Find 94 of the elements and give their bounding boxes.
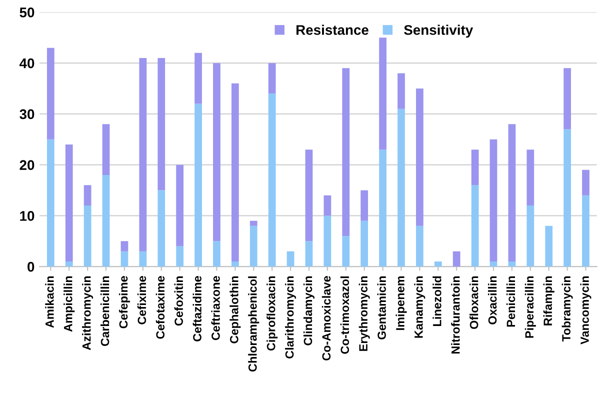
bar [526, 206, 534, 267]
x-tick-label: Cefoxitin [174, 276, 183, 326]
bar [46, 48, 54, 140]
bar [194, 104, 202, 267]
bar [46, 139, 54, 267]
bar [250, 226, 258, 267]
y-tick-label: 30 [20, 109, 34, 120]
bar [582, 170, 590, 196]
y-tick-label: 0 [28, 262, 34, 272]
bar [471, 150, 479, 186]
x-tick-label: Cefixime [137, 276, 146, 324]
x-tick-label: Amikacin [45, 276, 54, 328]
x-tick-label: Oxacillin [488, 276, 497, 324]
bar [305, 150, 313, 242]
bar [490, 139, 498, 262]
bar [176, 246, 184, 267]
y-tick-label: 10 [20, 211, 34, 221]
bar [158, 58, 166, 190]
bar [102, 175, 110, 267]
x-tick-label: Co-Amoxiclave [322, 276, 331, 360]
bar [120, 241, 128, 252]
bar [84, 185, 92, 206]
x-tick-label: Ofloxacin [470, 276, 478, 329]
x-tick-label: Ceftriaxone [211, 276, 220, 340]
x-tick-label: Cefotaxime [156, 276, 165, 339]
y-tick-label: 20 [20, 160, 34, 170]
bar [324, 195, 332, 216]
x-tick-label: Erythromycin [358, 276, 370, 351]
bar [564, 129, 571, 267]
x-tick-label: Cephalothin [230, 276, 241, 344]
x-tick-label: Vancomycin [580, 276, 592, 344]
x-tick-label: Azithromycin [82, 276, 94, 350]
bar [416, 88, 424, 226]
bar [398, 73, 405, 109]
bar [65, 261, 73, 267]
bar [231, 261, 239, 267]
bar [268, 63, 276, 94]
x-tick-label: Co-trimoxazol [340, 276, 350, 354]
bar [120, 251, 128, 267]
bar [324, 216, 332, 267]
bar [84, 206, 92, 267]
bar [250, 220, 258, 226]
bar [564, 68, 571, 130]
bar [342, 236, 350, 267]
bar [286, 251, 294, 267]
x-tick-label: Imipenem [396, 276, 407, 330]
x-tick-label: Clarithromycin [285, 276, 296, 358]
bar [416, 226, 424, 267]
x-tick-label: Ampicillin [64, 276, 75, 332]
x-tick-label: Ciprofloxacin [266, 276, 278, 351]
x-tick-label: Chloramphenicol [248, 276, 260, 372]
bar [139, 58, 147, 252]
bar [508, 261, 516, 267]
y-tick-label: 40 [19, 58, 34, 68]
bar [139, 251, 147, 267]
bar [231, 83, 239, 262]
x-tick-label: Clindamycin [303, 276, 314, 346]
bar [526, 150, 534, 206]
bar [379, 38, 386, 150]
bar [65, 144, 73, 262]
bar [213, 63, 220, 242]
bar [194, 52, 202, 104]
bar [360, 190, 368, 221]
x-tick-label: Piperacillin [524, 276, 536, 338]
bar [452, 251, 460, 267]
bar [582, 195, 590, 267]
x-tick-label: Cefepime [118, 276, 130, 328]
x-tick-label: Kanamycin [414, 276, 426, 338]
bar [379, 150, 386, 267]
bar [268, 94, 276, 267]
x-tick-label: Gentamicin [377, 276, 386, 340]
x-tick-label: Nitrofurantoin [451, 276, 460, 354]
bar [508, 124, 516, 262]
legend-label: Sensitivity [404, 24, 474, 38]
bar [342, 68, 350, 236]
x-tick-label: Tobramycin [562, 276, 573, 342]
bar [305, 241, 313, 267]
bar [158, 190, 166, 267]
x-tick-label: Penicillin [506, 276, 516, 327]
bar [213, 241, 220, 267]
x-tick-label: Linezolid [432, 276, 442, 326]
bar [398, 108, 405, 267]
bar [102, 124, 110, 176]
bar [434, 261, 442, 267]
y-tick-label: 50 [20, 8, 34, 18]
bar [545, 226, 553, 267]
x-tick-label: Ceftazidime [192, 276, 202, 342]
x-tick-label: Carbenicillin [100, 276, 110, 346]
bar [360, 220, 368, 267]
legend-label: Resistance [296, 24, 368, 35]
x-tick-label: Rifampin [543, 276, 554, 326]
bar [490, 261, 498, 267]
bar [176, 164, 184, 246]
bar [471, 185, 479, 267]
